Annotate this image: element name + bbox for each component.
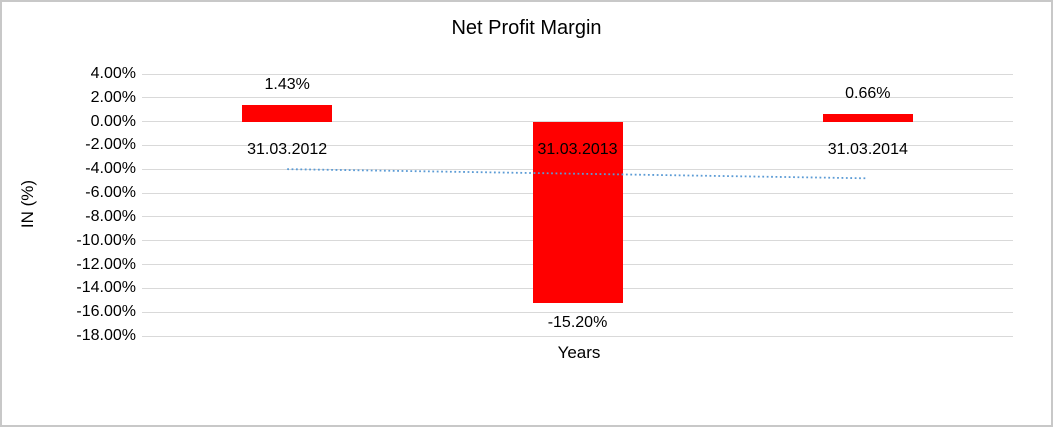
- bar: [532, 121, 623, 303]
- y-tick-label: -16.00%: [76, 303, 136, 321]
- y-tick-label: -12.00%: [76, 255, 136, 273]
- x-axis-title: Years: [557, 343, 601, 362]
- y-tick-label: -18.00%: [76, 327, 136, 344]
- bar-data-label: 0.66%: [845, 84, 891, 102]
- y-tick-label: -2.00%: [85, 136, 136, 154]
- bar-data-label: 1.43%: [264, 75, 310, 93]
- category-label: 31.03.2013: [537, 141, 618, 158]
- bar: [242, 104, 333, 122]
- y-tick-label: -6.00%: [85, 184, 136, 202]
- gridline: [142, 311, 1013, 313]
- y-tick-label: -8.00%: [85, 207, 136, 225]
- gridline: [142, 73, 1013, 75]
- y-tick-label: 0.00%: [90, 112, 136, 130]
- y-tick-label: 4.00%: [90, 65, 136, 82]
- y-tick-label: -14.00%: [76, 279, 136, 297]
- gridline: [142, 97, 1013, 99]
- bar-data-label: -15.20%: [547, 313, 608, 331]
- y-tick-label: -4.00%: [85, 160, 136, 178]
- gridline: [142, 335, 1013, 337]
- bar: [822, 113, 913, 122]
- chart-title: Net Profit Margin: [451, 17, 602, 39]
- y-tick-label: -10.00%: [76, 231, 136, 249]
- category-label: 31.03.2012: [247, 141, 328, 158]
- category-label: 31.03.2014: [827, 141, 908, 158]
- y-tick-label: 2.00%: [90, 88, 136, 106]
